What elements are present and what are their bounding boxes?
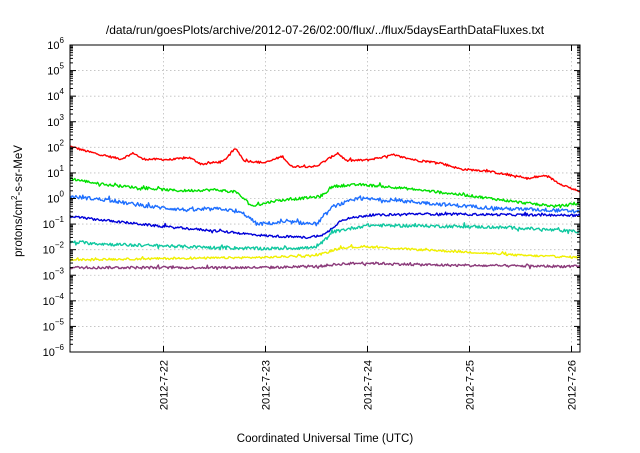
y-tick-label: 100 — [47, 190, 64, 206]
tick-layer: 10−6 10−5 10−4 10−3 10−2 10−1 100 101 102 103 104 1… — [43, 36, 580, 410]
series-line-7 — [69, 261, 581, 271]
y-tick-label: 10−5 — [43, 317, 65, 333]
y-tick-label: 106 — [47, 36, 64, 52]
series-line-2 — [69, 177, 581, 209]
y-tick-label: 104 — [47, 87, 64, 103]
x-tick-label: 2012-7-22 — [159, 360, 171, 410]
chart-title: /data/run/goesPlots/archive/2012-07-26/0… — [106, 23, 545, 37]
y-tick-label: 10−1 — [43, 215, 65, 231]
y-tick-label: 105 — [47, 62, 64, 78]
x-axis-label: Coordinated Universal Time (UTC) — [237, 433, 414, 445]
y-tick-label: 10−3 — [43, 266, 65, 282]
series-line-4 — [69, 211, 581, 240]
series-layer — [69, 145, 581, 271]
series-line-1 — [69, 145, 581, 193]
x-tick-label: 2012-7-26 — [567, 360, 579, 410]
series-line-6 — [69, 243, 581, 262]
x-tick-label: 2012-7-25 — [465, 360, 477, 410]
y-tick-label: 10−6 — [43, 343, 65, 359]
x-tick-label: 2012-7-24 — [363, 360, 375, 410]
y-tick-label: 102 — [47, 138, 64, 154]
y-tick-label: 10−2 — [43, 241, 65, 257]
y-tick-label: 10−4 — [43, 292, 65, 308]
y-axis-label-text: protons/cm2-s-sr-MeV — [10, 145, 25, 257]
y-axis-label: protons/cm2-s-sr-MeV — [10, 145, 25, 257]
series-line-5 — [69, 222, 581, 251]
y-tick-label: 103 — [47, 113, 64, 129]
y-tick-label: 101 — [47, 164, 64, 180]
x-tick-label: 2012-7-23 — [261, 360, 273, 410]
series-line-3 — [69, 194, 581, 227]
